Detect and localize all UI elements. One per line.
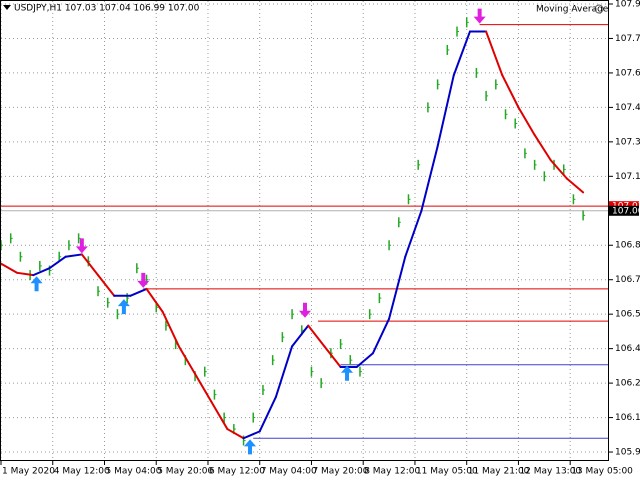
moving-average bbox=[48, 255, 67, 270]
x-tick-label: 7 May 20:00 bbox=[312, 467, 368, 477]
moving-average bbox=[291, 324, 310, 348]
buy-arrow bbox=[341, 365, 354, 381]
y-tick-label: 107.15 bbox=[615, 172, 640, 182]
y-tick-label: 106.85 bbox=[615, 241, 640, 251]
moving-average bbox=[194, 372, 213, 403]
moving-average bbox=[452, 30, 471, 77]
x-tick-label: 1 May 2020 bbox=[2, 467, 55, 477]
x-tick-label: 13 May 05:00 bbox=[571, 467, 633, 477]
y-tick-label: 106.10 bbox=[615, 413, 640, 423]
moving-average bbox=[274, 345, 294, 398]
x-tick-label: 4 May 12:00 bbox=[54, 467, 110, 477]
price-label: 107.00 bbox=[612, 206, 640, 216]
x-tick-label: 8 May 12:00 bbox=[364, 467, 420, 477]
moving-average bbox=[307, 324, 326, 348]
moving-average bbox=[16, 271, 35, 277]
menu-icon[interactable] bbox=[3, 5, 11, 10]
moving-average bbox=[565, 177, 585, 194]
sell-arrow bbox=[75, 238, 88, 254]
moving-average bbox=[258, 395, 277, 433]
y-tick-label: 107.75 bbox=[615, 34, 640, 44]
plot-border bbox=[0, 0, 609, 461]
moving-average bbox=[501, 74, 520, 109]
x-tick-label: 6 May 12:00 bbox=[209, 467, 265, 477]
y-tick-label: 106.70 bbox=[615, 275, 640, 285]
moving-average bbox=[97, 274, 116, 297]
y-tick-label: 107.30 bbox=[615, 137, 640, 147]
moving-average bbox=[485, 30, 504, 77]
close-icon[interactable] bbox=[594, 4, 604, 14]
x-tick-label: 11 May 21:00 bbox=[468, 467, 530, 477]
moving-average bbox=[388, 255, 407, 320]
x-tick-label: 11 May 05:00 bbox=[416, 467, 478, 477]
x-tick-label: 7 May 04:00 bbox=[261, 467, 317, 477]
moving-average bbox=[161, 310, 180, 348]
chart-title: USDJPY,H1 107.03 107.04 106.99 107.00 bbox=[14, 4, 200, 14]
moving-average bbox=[226, 428, 245, 440]
indicator-label: Moving Average bbox=[536, 5, 609, 15]
moving-average bbox=[145, 287, 164, 313]
y-tick-label: 107.60 bbox=[615, 68, 640, 78]
x-tick-label: 5 May 20:00 bbox=[157, 467, 213, 477]
moving-average bbox=[129, 287, 148, 297]
sell-arrow bbox=[473, 8, 486, 24]
buy-arrow bbox=[30, 276, 43, 292]
buy-arrow bbox=[117, 299, 130, 315]
moving-average bbox=[549, 159, 568, 180]
x-tick-label: 12 May 13:00 bbox=[519, 467, 581, 477]
moving-average bbox=[355, 352, 374, 369]
moving-average bbox=[32, 267, 51, 277]
y-tick-label: 106.25 bbox=[615, 379, 640, 389]
moving-average bbox=[177, 345, 197, 375]
moving-average bbox=[323, 345, 342, 369]
sell-arrow bbox=[299, 302, 311, 318]
moving-average bbox=[242, 430, 261, 440]
moving-average bbox=[420, 145, 439, 212]
price-label-bg bbox=[609, 205, 639, 216]
y-tick-label: 106.55 bbox=[615, 310, 640, 320]
y-tick-label: 107.45 bbox=[615, 103, 640, 113]
moving-average bbox=[210, 400, 229, 431]
sell-arrow bbox=[137, 272, 150, 288]
buy-arrow bbox=[244, 439, 257, 455]
moving-average bbox=[436, 74, 455, 148]
x-tick-label: 5 May 04:00 bbox=[105, 467, 161, 477]
moving-average bbox=[0, 262, 19, 274]
y-tick-label: 106.40 bbox=[615, 344, 640, 354]
moving-average bbox=[533, 133, 552, 162]
moving-average bbox=[517, 106, 536, 136]
y-tick-label: 107.90 bbox=[615, 0, 640, 9]
y-tick-label: 105.95 bbox=[615, 448, 640, 458]
moving-average bbox=[404, 209, 423, 258]
moving-average bbox=[371, 317, 391, 355]
moving-average bbox=[80, 253, 100, 277]
moving-average bbox=[64, 253, 83, 258]
